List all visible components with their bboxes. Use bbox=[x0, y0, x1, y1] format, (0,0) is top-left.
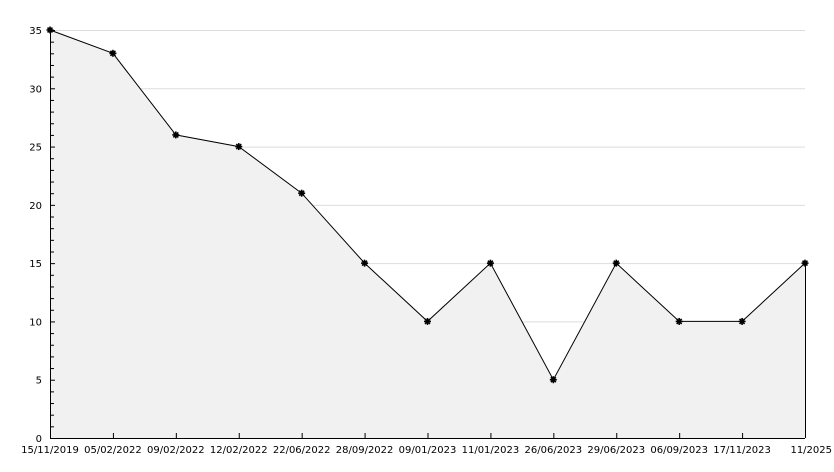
y-tick-label: 25 bbox=[29, 143, 42, 154]
x-tick-label: 17/11/2023 bbox=[713, 445, 771, 456]
data-point bbox=[361, 259, 369, 267]
data-point bbox=[424, 317, 431, 325]
x-tick-label: 09/01/2023 bbox=[399, 445, 457, 456]
x-tick-label: 29/06/2023 bbox=[587, 445, 645, 456]
data-point bbox=[549, 376, 557, 384]
x-tick-label: 22/06/2022 bbox=[273, 445, 331, 456]
x-tick-label: 11/01/2023 bbox=[462, 445, 520, 456]
data-point bbox=[109, 49, 117, 57]
y-tick-label: 20 bbox=[29, 201, 42, 212]
data-point bbox=[298, 189, 306, 197]
data-point bbox=[801, 259, 809, 267]
data-point bbox=[612, 259, 620, 267]
area-fill bbox=[50, 30, 805, 438]
data-point bbox=[486, 259, 494, 267]
x-tick-label: 15/11/2019 bbox=[21, 445, 79, 456]
data-point bbox=[235, 143, 243, 151]
x-tick-label: 11/2025 bbox=[790, 445, 832, 456]
y-tick-label: 0 bbox=[36, 434, 42, 445]
x-tick-label: 09/02/2022 bbox=[147, 445, 205, 456]
data-point bbox=[675, 317, 683, 325]
x-tick-label: 26/06/2023 bbox=[525, 445, 583, 456]
x-tick-label: 05/02/2022 bbox=[84, 445, 142, 456]
y-tick-label: 15 bbox=[29, 259, 42, 270]
y-tick-label: 35 bbox=[29, 26, 42, 37]
data-point bbox=[172, 131, 180, 139]
x-tick-label: 12/02/2022 bbox=[210, 445, 268, 456]
data-point bbox=[46, 26, 54, 34]
x-tick-label: 28/09/2022 bbox=[336, 445, 394, 456]
data-point bbox=[738, 317, 746, 325]
y-tick-label: 30 bbox=[29, 84, 42, 95]
x-tick-label: 06/09/2023 bbox=[650, 445, 708, 456]
y-tick-label: 10 bbox=[29, 317, 42, 328]
y-tick-label: 5 bbox=[36, 376, 42, 387]
